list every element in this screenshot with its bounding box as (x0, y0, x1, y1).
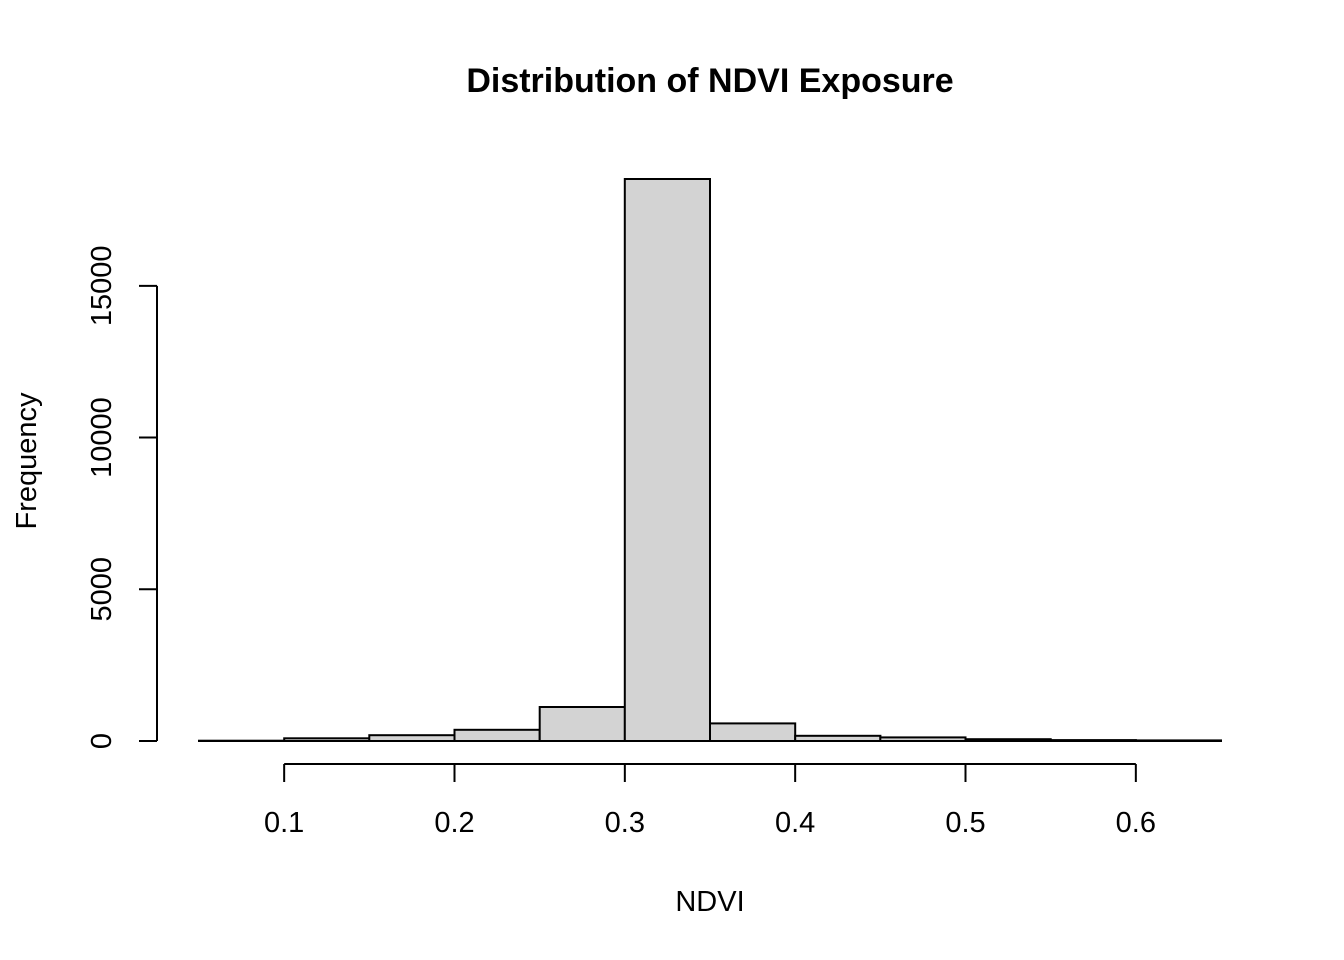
x-axis: 0.1 0.2 0.3 0.4 0.5 0.6 (264, 763, 1156, 839)
y-axis: 0 5000 10000 15000 (86, 245, 158, 749)
x-tick-label: 0.2 (434, 807, 474, 839)
histogram-bar (709, 722, 797, 743)
histogram-bar (368, 734, 456, 743)
x-tick-label: 0.1 (264, 807, 304, 839)
y-tick-label: 0 (86, 733, 118, 749)
x-tick-label: 0.3 (605, 807, 645, 839)
bars-layer (198, 178, 1223, 743)
histogram-bar (1134, 739, 1223, 743)
y-tick-label: 10000 (86, 397, 118, 478)
histogram-bar (794, 734, 882, 742)
y-tick-label: 15000 (86, 245, 118, 326)
y-axis-label: Frequency (11, 392, 43, 530)
histogram-bar (1049, 739, 1137, 742)
histogram-bar (623, 178, 711, 742)
x-axis-label: NDVI (675, 886, 744, 918)
x-tick-label: 0.5 (945, 807, 985, 839)
x-tick-label: 0.6 (1116, 807, 1156, 839)
chart-title: Distribution of NDVI Exposure (466, 62, 953, 100)
y-tick-label: 5000 (86, 557, 118, 622)
histogram-bar (879, 736, 967, 743)
histogram-bar (538, 706, 626, 742)
histogram-bar (964, 738, 1052, 743)
histogram-bar (453, 728, 541, 742)
x-tick-label: 0.4 (775, 807, 815, 839)
histogram-bar (283, 737, 371, 742)
